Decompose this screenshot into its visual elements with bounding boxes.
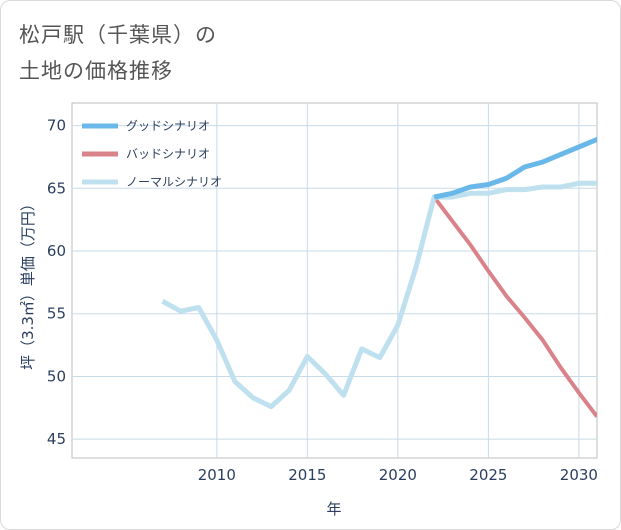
grid	[72, 103, 597, 458]
y-tick-label: 55	[47, 305, 66, 323]
series-line-1	[433, 136, 597, 200]
x-tick-label: 2015	[288, 466, 326, 484]
plot-area	[71, 102, 598, 459]
title-line-1: 松戸駅（千葉県）の	[19, 23, 217, 47]
y-axis: 45 50 55 60 65 70	[47, 117, 66, 449]
x-tick-label: 2025	[469, 466, 507, 484]
x-axis: 2010 2015 2020 2025 2030	[198, 466, 598, 484]
y-tick-label: 60	[47, 242, 66, 260]
y-tick-label: 65	[47, 179, 66, 197]
series-lines	[161, 136, 597, 418]
x-tick-label: 2030	[560, 466, 598, 484]
y-tick-label: 45	[47, 430, 66, 448]
x-axis-title: 年	[326, 500, 341, 518]
y-tick-label: 50	[47, 367, 66, 385]
x-tick-label: 2020	[379, 466, 417, 484]
x-tick-label: 2010	[198, 466, 236, 484]
legend-label: バッドシナリオ	[126, 147, 210, 161]
page-title: 松戸駅（千葉県）の 土地の価格推移	[19, 17, 217, 89]
series-line-2	[432, 195, 597, 418]
legend-label: グッドシナリオ	[126, 119, 210, 133]
legend-label: ノーマルシナリオ	[126, 175, 222, 189]
series-line-3	[161, 180, 597, 410]
y-tick-label: 70	[47, 117, 66, 135]
title-line-2: 土地の価格推移	[19, 59, 173, 83]
y-axis-title: 坪（3.3㎡）単価（万円）	[19, 196, 37, 370]
